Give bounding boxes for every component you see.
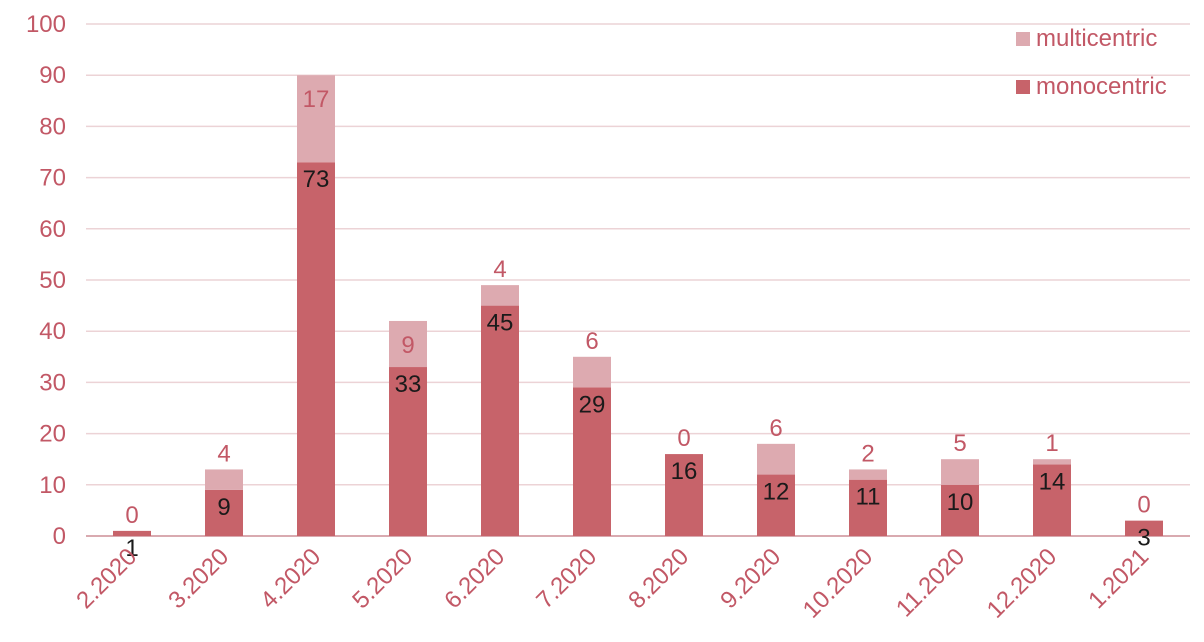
data-label-monocentric: 16 <box>671 458 698 485</box>
bar-monocentric <box>849 479 887 536</box>
y-tick-label: 0 <box>53 523 66 550</box>
y-tick-label: 60 <box>39 216 66 243</box>
bar-monocentric <box>205 489 243 536</box>
bar-monocentric <box>389 367 427 536</box>
y-tick-label: 10 <box>39 472 66 499</box>
data-label-monocentric: 33 <box>395 371 422 398</box>
bar-monocentric <box>665 454 703 536</box>
data-label-monocentric: 45 <box>487 310 514 337</box>
x-tick-label: 8.2020 <box>623 543 694 614</box>
bar-multicentric <box>1033 459 1071 465</box>
bar-monocentric <box>1033 464 1071 536</box>
bar-monocentric <box>481 305 519 536</box>
data-label-multicentric: 0 <box>1137 492 1150 519</box>
legend-swatch-monocentric <box>1016 80 1030 94</box>
y-tick-label: 20 <box>39 421 66 448</box>
data-label-multicentric: 4 <box>217 440 230 467</box>
y-tick-label: 100 <box>26 11 66 38</box>
y-tick-label: 90 <box>39 62 66 89</box>
data-label-multicentric: 6 <box>585 328 598 355</box>
legend-swatch-multicentric <box>1016 32 1030 46</box>
bar-multicentric <box>481 285 519 306</box>
bar-monocentric <box>113 530 151 536</box>
data-label-multicentric: 2 <box>861 440 874 467</box>
bar-multicentric <box>573 356 611 388</box>
y-tick-label: 50 <box>39 267 66 294</box>
data-label-monocentric: 12 <box>763 479 790 506</box>
data-label-multicentric: 0 <box>677 425 690 452</box>
x-tick-label: 10.2020 <box>798 543 878 623</box>
data-label-multicentric: 9 <box>401 332 414 359</box>
data-label-multicentric: 1 <box>1045 430 1058 457</box>
x-tick-label: 7.2020 <box>531 543 602 614</box>
y-tick-label: 40 <box>39 318 66 345</box>
x-tick-label: 9.2020 <box>715 543 786 614</box>
data-label-monocentric: 73 <box>303 166 330 193</box>
bar-monocentric <box>297 162 335 537</box>
x-axis-ticks: 2.2020 3.2020 4.2020 5.2020 6.2020 7.2020 8.20… <box>71 543 1154 623</box>
data-label-monocentric: 3 <box>1137 525 1150 552</box>
bar-monocentric <box>573 387 611 536</box>
legend-label-multicentric: multicentric <box>1036 25 1157 52</box>
bar-multicentric <box>297 75 335 163</box>
bar-monocentric <box>941 484 979 536</box>
x-tick-label: 12.2020 <box>982 543 1062 623</box>
y-axis-ticks: 0 10 20 30 40 50 60 70 80 90 100 <box>26 11 66 550</box>
bar-multicentric <box>849 469 887 480</box>
x-tick-label: 3.2020 <box>163 543 234 614</box>
data-label-multicentric: 4 <box>493 256 506 283</box>
x-tick-label: 2.2020 <box>71 543 142 614</box>
x-tick-label: 4.2020 <box>255 543 326 614</box>
data-label-multicentric: 5 <box>953 430 966 457</box>
data-label-multicentric: 0 <box>125 502 138 529</box>
bar-monocentric <box>1125 520 1163 536</box>
bar-multicentric <box>205 469 243 490</box>
bars <box>113 75 1163 537</box>
data-label-monocentric: 29 <box>579 392 606 419</box>
x-tick-label: 6.2020 <box>439 543 510 614</box>
data-label-monocentric: 9 <box>217 494 230 521</box>
bar-multicentric <box>941 459 979 485</box>
y-tick-label: 70 <box>39 165 66 192</box>
bar-multicentric <box>389 320 427 368</box>
data-label-monocentric: 10 <box>947 489 974 516</box>
x-tick-label: 11.2020 <box>891 543 970 622</box>
data-label-monocentric: 14 <box>1039 468 1066 495</box>
y-tick-label: 30 <box>39 369 66 396</box>
bar-monocentric <box>757 474 795 536</box>
data-label-multicentric: 17 <box>303 86 330 113</box>
legend: multicentric monocentric <box>1016 25 1167 100</box>
data-label-multicentric: 6 <box>769 415 782 442</box>
x-tick-label: 1.2021 <box>1083 543 1154 614</box>
bar-multicentric <box>757 443 795 475</box>
data-label-monocentric: 11 <box>856 484 881 511</box>
data-label-monocentric: 1 <box>125 535 138 562</box>
x-tick-label: 5.2020 <box>347 543 418 614</box>
y-tick-label: 80 <box>39 113 66 140</box>
legend-label-monocentric: monocentric <box>1036 73 1167 100</box>
gridlines <box>86 23 1190 537</box>
